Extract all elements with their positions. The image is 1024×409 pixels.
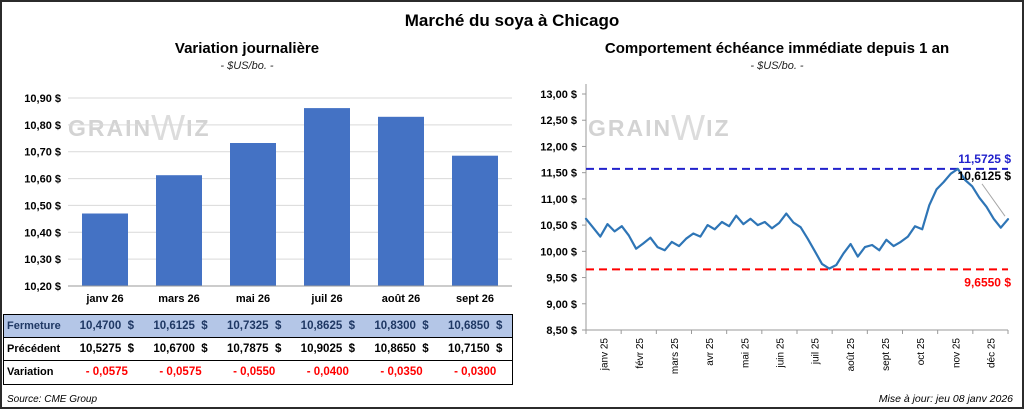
svg-text:mai 25: mai 25 bbox=[740, 338, 751, 368]
price-cell: 10,8300 $ bbox=[374, 320, 429, 332]
svg-text:sept 25: sept 25 bbox=[881, 338, 892, 371]
current-price-label: 10,6125 $ bbox=[958, 169, 1012, 183]
svg-text:10,80 $: 10,80 $ bbox=[24, 120, 61, 132]
bar-y-axis-labels: 10,20 $ 10,30 $ 10,40 $ 10,50 $ 10,60 $ 10,70… bbox=[24, 93, 61, 293]
table-row-variation: Variation - 0,0575 - 0,0575 - 0,0550 - 0,040… bbox=[4, 361, 512, 384]
table-row-precedent: Précédent 10,5275 $ 10,6700 $ 10,7875 $ 10,9… bbox=[4, 338, 512, 361]
svg-text:avr 25: avr 25 bbox=[705, 338, 716, 366]
bar-2 bbox=[230, 143, 276, 286]
svg-text:mars 26: mars 26 bbox=[158, 293, 200, 305]
price-line-series bbox=[584, 167, 1010, 270]
row-label: Fermeture bbox=[7, 320, 61, 332]
svg-text:janv 25: janv 25 bbox=[600, 338, 611, 372]
svg-text:10,00 $: 10,00 $ bbox=[540, 246, 577, 258]
price-cell: - 0,0575 bbox=[159, 366, 202, 378]
svg-text:août 25: août 25 bbox=[846, 338, 857, 372]
price-cell: - 0,0550 bbox=[233, 366, 276, 378]
price-cell: 10,9025 $ bbox=[300, 343, 356, 355]
svg-text:10,70 $: 10,70 $ bbox=[24, 147, 61, 159]
daily-variation-bar-chart: 10,20 $ 10,30 $ 10,40 $ 10,50 $ 10,60 $ 10,70… bbox=[24, 93, 512, 305]
svg-text:11,00 $: 11,00 $ bbox=[541, 194, 577, 206]
svg-text:8,50 $: 8,50 $ bbox=[546, 325, 577, 337]
price-cell: 10,6700 $ bbox=[153, 343, 208, 355]
price-cell: 10,8650 $ bbox=[374, 343, 429, 355]
source-note: Source: CME Group bbox=[7, 394, 98, 405]
svg-text:10,50 $: 10,50 $ bbox=[24, 200, 61, 212]
svg-text:10,90 $: 10,90 $ bbox=[24, 93, 61, 105]
svg-text:10,30 $: 10,30 $ bbox=[24, 254, 61, 266]
svg-text:10,20 $: 10,20 $ bbox=[24, 281, 61, 293]
price-cell: 10,7875 $ bbox=[227, 343, 282, 355]
price-cell: - 0,0350 bbox=[380, 366, 423, 378]
line-y-axis-labels: 8,50 $ 9,00 $ 9,50 $ 10,00 $ 10,50 $ 11,00 $ 1… bbox=[540, 89, 586, 337]
svg-text:12,50 $: 12,50 $ bbox=[540, 115, 577, 127]
svg-text:janv 26: janv 26 bbox=[85, 293, 123, 305]
bar-gridlines bbox=[68, 97, 512, 287]
price-cell: - 0,0575 bbox=[85, 366, 128, 378]
bar-4 bbox=[378, 116, 424, 286]
svg-text:11,50 $: 11,50 $ bbox=[541, 168, 577, 180]
svg-text:juil 26: juil 26 bbox=[310, 293, 342, 305]
price-cell: - 0,0300 bbox=[454, 366, 497, 378]
bar-0 bbox=[82, 213, 128, 286]
current-price-leader bbox=[981, 183, 1006, 217]
line-x-axis-labels: janv 25 févr 25 mars 25 avr 25 mai 25 juin 25… bbox=[585, 330, 1009, 375]
row-label: Précédent bbox=[7, 343, 61, 355]
reference-label-1: 9,6550 $ bbox=[964, 275, 1011, 289]
price-cell: 10,7325 $ bbox=[227, 320, 282, 332]
svg-text:9,50 $: 9,50 $ bbox=[546, 273, 577, 285]
line-chart-subtitle: - $US/bo. - bbox=[750, 60, 804, 72]
bar-1 bbox=[156, 175, 202, 286]
svg-text:juin 25: juin 25 bbox=[775, 338, 786, 369]
svg-text:10,50 $: 10,50 $ bbox=[540, 220, 577, 232]
price-cell: 10,6125 $ bbox=[153, 320, 208, 332]
price-cell: - 0,0400 bbox=[306, 366, 349, 378]
price-cell: 10,7150 $ bbox=[448, 343, 503, 355]
svg-text:nov 25: nov 25 bbox=[951, 338, 962, 368]
reference-label-0: 11,5725 $ bbox=[958, 152, 1011, 166]
svg-text:9,00 $: 9,00 $ bbox=[546, 299, 577, 311]
front-month-line-chart: 8,50 $ 9,00 $ 9,50 $ 10,00 $ 10,50 $ 11,00 $ 1… bbox=[540, 84, 1012, 375]
line-chart-title: Comportement échéance immédiate depuis 1… bbox=[604, 40, 950, 57]
svg-text:mai 26: mai 26 bbox=[236, 293, 270, 305]
page-title: Marché du soya à Chicago bbox=[404, 11, 620, 30]
price-cell: 10,4700 $ bbox=[79, 320, 135, 332]
bar-chart-title: Variation journalière bbox=[174, 40, 320, 57]
price-table: Fermeture 10,4700 $ 10,6125 $ 10,7325 $ 10,8… bbox=[3, 314, 513, 385]
svg-text:sept 26: sept 26 bbox=[456, 293, 494, 305]
update-date: Mise à jour: jeu 08 janv 2026 bbox=[878, 393, 1013, 405]
price-cell: 10,6850 $ bbox=[448, 320, 503, 332]
svg-text:mars 25: mars 25 bbox=[670, 338, 681, 375]
bar-chart-subtitle: - $US/bo. - bbox=[220, 60, 274, 72]
svg-text:12,00 $: 12,00 $ bbox=[540, 141, 577, 153]
svg-text:13,00 $: 13,00 $ bbox=[540, 89, 577, 101]
svg-text:juil 25: juil 25 bbox=[811, 338, 822, 366]
price-cell: 10,8625 $ bbox=[300, 320, 356, 332]
svg-text:févr 25: févr 25 bbox=[635, 338, 646, 369]
bar-series bbox=[82, 108, 498, 286]
svg-text:août 26: août 26 bbox=[382, 293, 421, 305]
bar-x-axis-labels: janv 26 mars 26 mai 26 juil 26 août 26 sept 2… bbox=[85, 293, 494, 305]
bar-3 bbox=[304, 108, 350, 286]
svg-text:10,60 $: 10,60 $ bbox=[24, 174, 61, 186]
bar-5 bbox=[452, 155, 498, 286]
row-label: Variation bbox=[7, 366, 54, 378]
svg-text:déc 25: déc 25 bbox=[986, 338, 997, 368]
reference-lines bbox=[586, 167, 1008, 271]
price-cell: 10,5275 $ bbox=[79, 343, 135, 355]
svg-text:10,40 $: 10,40 $ bbox=[24, 227, 61, 239]
table-row-fermeture: Fermeture 10,4700 $ 10,6125 $ 10,7325 $ 10,8… bbox=[4, 315, 512, 338]
svg-text:oct 25: oct 25 bbox=[916, 338, 927, 366]
